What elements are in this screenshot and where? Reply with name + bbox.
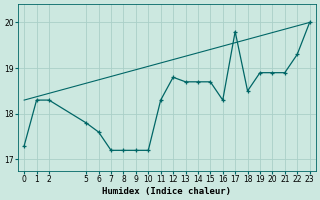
X-axis label: Humidex (Indice chaleur): Humidex (Indice chaleur) — [102, 187, 231, 196]
